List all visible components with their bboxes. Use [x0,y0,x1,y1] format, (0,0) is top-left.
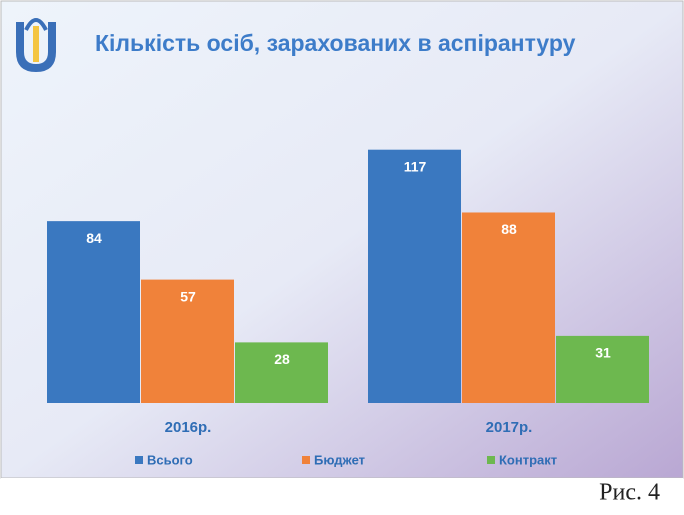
data-label: 117 [404,158,427,174]
x-tick-label: 2017р. [486,419,533,436]
bar [235,342,328,403]
bar [462,212,555,403]
caption: Рис. 4 [599,480,660,506]
legend-swatch [487,456,495,464]
data-label: 88 [501,221,517,237]
legend-swatch [302,456,310,464]
bar [141,279,234,403]
data-label: 57 [180,288,196,304]
logo [16,18,56,72]
legend-swatch [135,456,143,464]
bar [556,335,649,403]
x-tick-label: 2016р. [165,419,212,436]
caption-area [1,478,683,514]
data-label: 28 [274,351,290,367]
data-label: 84 [86,230,102,246]
chart-title: Кількість осіб, зарахованих в аспірантур… [95,30,576,56]
legend-label: Контракт [499,452,557,467]
legend-label: Бюджет [314,452,365,467]
bar [368,149,461,403]
legend-label: Всього [147,452,193,467]
data-label: 31 [595,345,611,361]
bar [47,221,140,403]
